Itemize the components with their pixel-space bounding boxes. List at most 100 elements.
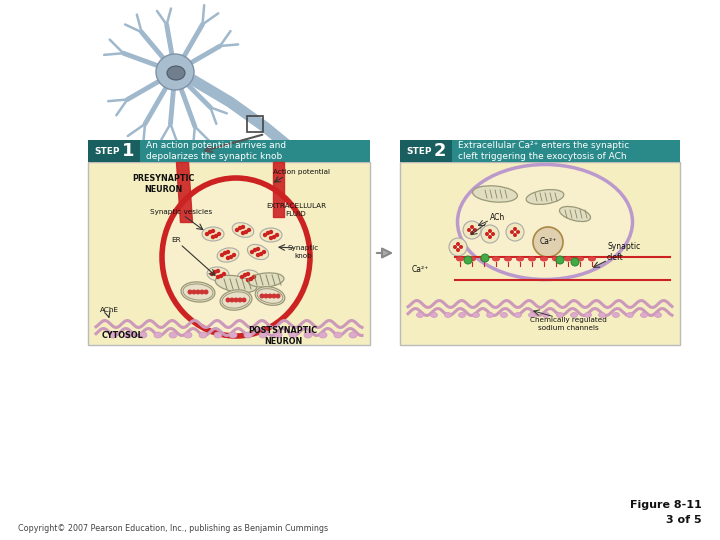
Ellipse shape <box>570 313 577 318</box>
Circle shape <box>269 236 273 240</box>
Text: Ca²⁺: Ca²⁺ <box>539 238 557 246</box>
Circle shape <box>238 298 243 302</box>
Text: Synaptic vesicles: Synaptic vesicles <box>150 209 212 215</box>
Circle shape <box>246 272 251 276</box>
Ellipse shape <box>248 245 269 260</box>
Ellipse shape <box>588 256 596 261</box>
Ellipse shape <box>585 313 592 318</box>
Ellipse shape <box>229 332 237 338</box>
Circle shape <box>258 252 264 256</box>
Text: POSTSYNAPTIC
NEURON: POSTSYNAPTIC NEURON <box>248 326 318 346</box>
Ellipse shape <box>167 66 185 80</box>
Text: Extracellular Ca²⁺ enters the synaptic
cleft triggering the exocytosis of ACh: Extracellular Ca²⁺ enters the synaptic c… <box>458 140 629 161</box>
Circle shape <box>216 269 220 273</box>
Circle shape <box>256 253 260 257</box>
FancyBboxPatch shape <box>88 162 370 345</box>
Circle shape <box>571 258 579 266</box>
Ellipse shape <box>526 190 564 205</box>
Circle shape <box>208 230 212 234</box>
FancyBboxPatch shape <box>400 140 680 162</box>
Circle shape <box>510 230 514 234</box>
Ellipse shape <box>641 313 647 318</box>
Ellipse shape <box>500 313 508 318</box>
Text: 1: 1 <box>122 142 135 160</box>
Text: Synaptic
knob: Synaptic knob <box>287 245 319 259</box>
Text: ER: ER <box>171 237 181 243</box>
Circle shape <box>238 226 242 230</box>
Text: An action potential arrives and
depolarizes the synaptic knob: An action potential arrives and depolari… <box>146 140 286 161</box>
Ellipse shape <box>220 290 252 310</box>
Ellipse shape <box>260 228 282 242</box>
Text: 3 of 5: 3 of 5 <box>667 515 702 525</box>
Ellipse shape <box>255 287 285 305</box>
Circle shape <box>506 223 524 241</box>
Ellipse shape <box>214 332 222 338</box>
Text: STEP: STEP <box>406 146 431 156</box>
Ellipse shape <box>207 267 229 281</box>
Ellipse shape <box>516 256 524 261</box>
Text: Ca²⁺: Ca²⁺ <box>412 266 429 274</box>
Circle shape <box>272 235 276 239</box>
Ellipse shape <box>576 256 584 261</box>
Ellipse shape <box>233 222 253 238</box>
Circle shape <box>516 230 520 234</box>
Circle shape <box>467 228 471 232</box>
Ellipse shape <box>416 313 423 318</box>
Circle shape <box>247 228 251 232</box>
Ellipse shape <box>169 332 177 338</box>
Ellipse shape <box>124 332 132 338</box>
Ellipse shape <box>472 186 518 202</box>
Ellipse shape <box>515 313 521 318</box>
Circle shape <box>449 238 467 256</box>
Ellipse shape <box>559 206 590 221</box>
Text: ACh: ACh <box>490 213 505 221</box>
Ellipse shape <box>457 165 632 280</box>
Circle shape <box>533 227 563 257</box>
Circle shape <box>214 234 218 238</box>
Circle shape <box>269 230 273 234</box>
Circle shape <box>240 231 246 235</box>
Circle shape <box>233 298 238 302</box>
Text: AChE: AChE <box>100 307 119 313</box>
Ellipse shape <box>199 332 207 338</box>
Circle shape <box>235 228 239 232</box>
FancyBboxPatch shape <box>400 140 452 162</box>
Ellipse shape <box>552 256 560 261</box>
FancyBboxPatch shape <box>400 162 680 345</box>
Circle shape <box>232 253 236 257</box>
Ellipse shape <box>244 332 252 338</box>
Circle shape <box>230 298 235 302</box>
Circle shape <box>276 294 281 299</box>
Ellipse shape <box>480 256 488 261</box>
Circle shape <box>556 256 564 264</box>
Ellipse shape <box>217 248 239 262</box>
Ellipse shape <box>654 313 662 318</box>
Circle shape <box>513 233 517 237</box>
Ellipse shape <box>319 332 327 338</box>
Ellipse shape <box>487 313 493 318</box>
Ellipse shape <box>598 313 606 318</box>
Circle shape <box>488 229 492 233</box>
Circle shape <box>459 245 463 249</box>
Ellipse shape <box>459 313 466 318</box>
Circle shape <box>217 232 221 236</box>
Circle shape <box>264 294 269 299</box>
Circle shape <box>453 245 457 249</box>
Text: Chemically regulated
sodium channels: Chemically regulated sodium channels <box>530 317 606 330</box>
Ellipse shape <box>237 270 259 284</box>
Circle shape <box>216 275 220 279</box>
Circle shape <box>246 278 251 282</box>
Ellipse shape <box>557 313 564 318</box>
Ellipse shape <box>626 313 634 318</box>
Circle shape <box>226 250 230 254</box>
Circle shape <box>204 289 209 294</box>
Circle shape <box>456 242 460 246</box>
Ellipse shape <box>468 256 476 261</box>
Circle shape <box>240 225 246 229</box>
Circle shape <box>250 250 254 254</box>
Text: STEP: STEP <box>94 146 120 156</box>
Circle shape <box>253 248 257 252</box>
FancyBboxPatch shape <box>88 140 140 162</box>
Circle shape <box>481 225 499 243</box>
Ellipse shape <box>528 313 536 318</box>
